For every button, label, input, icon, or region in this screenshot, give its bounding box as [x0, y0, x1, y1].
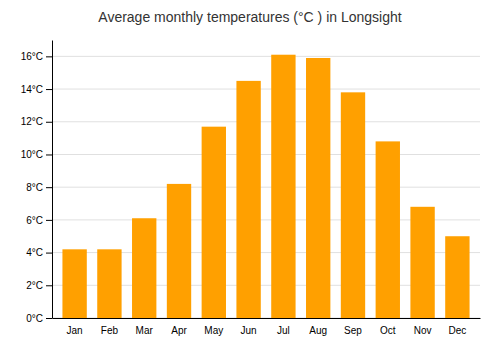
x-tick: Dec	[448, 325, 466, 336]
x-tick: Aug	[309, 325, 327, 336]
x-tick-label: Jan	[67, 325, 83, 336]
x-axis-line	[53, 318, 481, 319]
bar	[376, 141, 400, 318]
x-tick-label: Mar	[136, 325, 154, 336]
bars	[62, 55, 469, 318]
y-tick: 10°C	[21, 149, 52, 160]
y-tick-label: 10°C	[21, 149, 43, 160]
x-tick: Jul	[277, 325, 290, 336]
x-tick: Jun	[241, 325, 257, 336]
y-tick-mark	[46, 122, 52, 123]
grid-line	[52, 154, 480, 155]
bar	[341, 92, 365, 318]
bar	[410, 207, 434, 318]
grid-line	[52, 56, 480, 57]
x-tick: Nov	[414, 325, 432, 336]
y-axis-line	[52, 41, 53, 319]
y-tick: 12°C	[21, 116, 52, 127]
y-tick-label: 8°C	[26, 182, 43, 193]
x-axis: Jan Feb Mar Apr May Jun Jul Aug Sep Oct Nov Dec	[53, 319, 481, 337]
y-tick: 8°C	[26, 182, 52, 193]
x-tick-label: May	[204, 325, 223, 336]
bar	[62, 249, 86, 318]
y-tick-mark	[46, 187, 52, 188]
x-tick-label: Feb	[101, 325, 119, 336]
bar	[445, 236, 469, 318]
y-tick-mark	[46, 89, 52, 90]
x-tick: Mar	[136, 325, 154, 336]
x-tick-label: Dec	[448, 325, 466, 336]
bar	[132, 218, 156, 318]
y-tick: 6°C	[26, 215, 52, 226]
y-tick-mark	[46, 318, 52, 319]
x-tick-label: Apr	[171, 325, 187, 336]
x-tick-label: Aug	[309, 325, 327, 336]
grid-line	[52, 187, 480, 188]
x-tick-label: Jun	[241, 325, 257, 336]
y-tick: 4°C	[26, 247, 52, 258]
y-tick-mark	[46, 56, 52, 57]
grid-line	[52, 89, 480, 90]
y-tick-label: 14°C	[21, 84, 43, 95]
title: Average monthly temperatures (°C ) in Lo…	[98, 9, 401, 25]
grid	[52, 56, 480, 318]
x-tick-label: Oct	[380, 325, 396, 336]
bar	[306, 58, 330, 318]
y-tick-label: 16°C	[21, 51, 43, 62]
y-tick-mark	[46, 253, 52, 254]
y-tick-label: 6°C	[26, 215, 43, 226]
y-tick: 16°C	[21, 51, 52, 62]
y-tick-mark	[46, 220, 52, 221]
bar	[202, 127, 226, 318]
plot-area: Jan Feb Mar Apr May Jun Jul Aug Sep Oct Nov Dec 0°C 2…	[21, 41, 481, 337]
y-tick: 2°C	[26, 280, 52, 291]
y-tick-mark	[46, 154, 52, 155]
y-tick-label: 12°C	[21, 116, 43, 127]
y-tick: 14°C	[21, 84, 52, 95]
chart: Jan Feb Mar Apr May Jun Jul Aug Sep Oct Nov Dec 0°C 2…	[0, 0, 500, 350]
y-axis: 0°C 2°C 4°C 6°C 8°C 10°C 12°C 14°C 16°C	[21, 41, 53, 324]
x-tick: Feb	[101, 325, 119, 336]
x-tick: Oct	[380, 325, 396, 336]
x-tick: Apr	[171, 325, 187, 336]
bar	[97, 249, 121, 318]
bar	[271, 55, 295, 318]
x-tick-label: Jul	[277, 325, 290, 336]
x-tick-label: Sep	[344, 325, 362, 336]
bar	[236, 81, 260, 318]
x-tick: May	[204, 325, 223, 336]
y-tick-label: 0°C	[26, 313, 43, 324]
x-tick: Jan	[67, 325, 83, 336]
x-tick-label: Nov	[414, 325, 432, 336]
y-tick-label: 2°C	[26, 280, 43, 291]
x-tick: Sep	[344, 325, 362, 336]
y-tick: 0°C	[26, 313, 52, 324]
y-tick-label: 4°C	[26, 247, 43, 258]
y-tick-mark	[46, 285, 52, 286]
grid-line	[52, 121, 480, 122]
bar	[167, 184, 191, 318]
